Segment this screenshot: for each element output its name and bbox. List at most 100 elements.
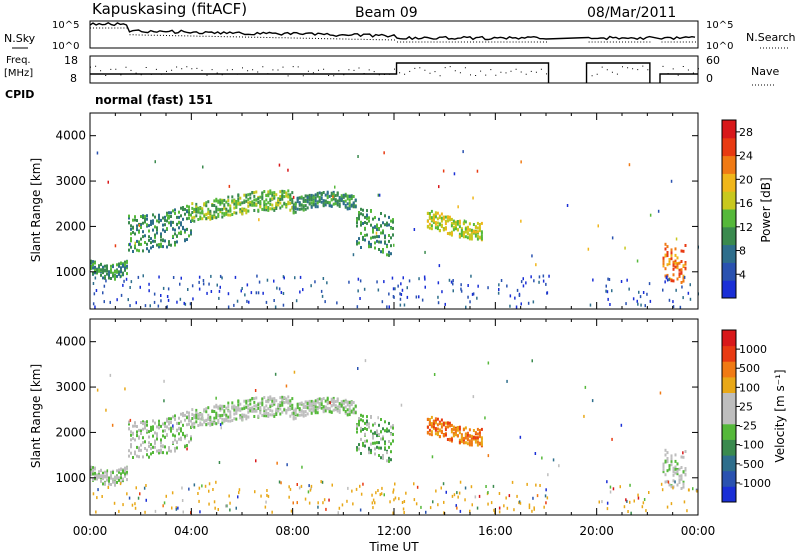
data-cell <box>432 216 435 220</box>
data-cell <box>310 196 313 200</box>
data-cell <box>428 420 431 424</box>
data-cell <box>90 467 92 471</box>
data-cell <box>90 259 92 263</box>
data-cell <box>450 423 453 427</box>
data-cell <box>428 226 431 230</box>
data-cell <box>287 195 290 199</box>
data-cell <box>269 397 272 401</box>
data-cell <box>225 210 228 214</box>
scatter-point <box>465 305 467 309</box>
scatter-point <box>228 494 230 498</box>
data-cell <box>476 230 479 234</box>
scatter-point <box>605 284 607 288</box>
scatter-point <box>383 151 385 155</box>
data-cell <box>438 216 441 220</box>
data-cell <box>229 209 232 213</box>
data-cell <box>670 485 673 489</box>
data-cell <box>364 439 366 443</box>
data-cell <box>221 421 224 425</box>
scatter-point <box>137 275 140 279</box>
data-cell <box>158 419 160 423</box>
data-cell <box>352 401 355 404</box>
data-cell <box>326 201 329 205</box>
data-cell <box>114 483 116 487</box>
scatter-point <box>474 495 477 499</box>
scatter-point <box>125 277 128 281</box>
data-cell <box>314 402 317 406</box>
data-cell <box>195 411 198 415</box>
scatter-point <box>96 496 98 500</box>
scatter-point <box>283 276 285 280</box>
data-cell <box>306 412 309 416</box>
data-cell <box>170 223 172 227</box>
data-cell <box>138 448 140 452</box>
data-cell <box>144 217 146 221</box>
data-cell <box>130 239 132 243</box>
data-cell <box>176 440 178 444</box>
data-cell <box>298 201 301 205</box>
scatter-point <box>114 244 117 248</box>
scatter-point <box>514 296 516 300</box>
data-cell <box>283 401 286 405</box>
colorbar-swatch <box>722 173 736 192</box>
data-cell <box>124 268 126 272</box>
data-cell <box>382 229 384 233</box>
data-cell <box>235 202 238 206</box>
data-cell <box>392 432 394 436</box>
data-cell <box>92 272 94 275</box>
data-cell <box>360 231 362 235</box>
data-cell <box>215 216 218 220</box>
data-band <box>292 190 357 215</box>
data-cell <box>362 208 364 212</box>
data-cell <box>308 408 311 412</box>
data-cell <box>233 199 236 203</box>
data-cell <box>670 251 673 255</box>
scatter-point <box>490 501 493 505</box>
data-cell <box>680 268 683 272</box>
data-cell <box>454 433 457 437</box>
data-cell <box>281 410 284 414</box>
data-cell <box>195 207 198 211</box>
data-cell <box>235 417 238 421</box>
data-cell <box>289 208 292 212</box>
data-cell <box>279 198 282 201</box>
scatter-point <box>424 277 426 281</box>
data-cell <box>450 232 453 236</box>
data-cell <box>384 223 386 227</box>
data-cell <box>174 414 176 418</box>
data-cell <box>440 225 443 228</box>
data-cell <box>384 446 386 450</box>
scatter-point <box>163 379 165 383</box>
data-cell <box>664 459 667 463</box>
data-cell <box>666 451 669 455</box>
data-cell <box>92 466 94 470</box>
data-cell <box>227 199 230 202</box>
scatter-point <box>153 292 156 296</box>
data-cell <box>474 230 477 234</box>
data-cell <box>392 220 394 224</box>
data-cell <box>384 420 386 424</box>
colorbar-swatch <box>722 423 736 440</box>
scatter-point <box>122 503 124 507</box>
data-cell <box>364 427 366 430</box>
data-cell <box>186 423 188 427</box>
data-cell <box>374 225 376 229</box>
data-cell <box>356 424 358 428</box>
data-cell <box>356 242 358 246</box>
data-cell <box>245 208 248 212</box>
data-cell <box>257 208 260 212</box>
data-cell <box>174 417 176 421</box>
data-cell <box>219 416 222 420</box>
data-cell <box>126 264 128 268</box>
scatter-point <box>413 228 416 231</box>
data-cell <box>275 203 278 207</box>
scatter-point <box>280 291 283 294</box>
data-cell <box>211 214 214 218</box>
data-cell <box>464 436 467 440</box>
scatter-point <box>438 264 441 268</box>
data-cell <box>338 204 341 208</box>
data-cell <box>346 202 349 206</box>
data-cell <box>306 200 309 204</box>
data-cell <box>466 437 469 441</box>
data-cell <box>126 466 128 470</box>
